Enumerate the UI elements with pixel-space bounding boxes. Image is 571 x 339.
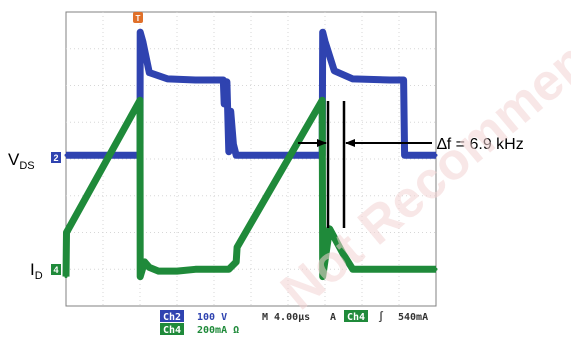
trigger-source-tag	[344, 310, 368, 322]
data-point-id	[138, 275, 142, 279]
data-point-vds	[225, 80, 229, 84]
data-point-vds	[332, 69, 336, 73]
trigger-source: Ch4	[347, 312, 365, 323]
data-point-vds	[227, 150, 231, 154]
data-point-vds	[64, 153, 68, 157]
data-point-vds	[147, 71, 151, 75]
ch4-scale: 200mA Ω	[197, 325, 239, 336]
data-point-vds	[83, 153, 86, 157]
ch2-marker	[51, 152, 61, 163]
data-point-vds	[138, 30, 142, 34]
data-point-vds	[166, 77, 170, 81]
trigger-slope-icon: ∫	[378, 311, 384, 323]
ch4-tag-text: Ch4	[163, 325, 181, 336]
data-point-id	[351, 267, 355, 271]
data-point-vds	[194, 78, 197, 82]
data-point-id	[328, 227, 332, 231]
data-point-id	[234, 260, 238, 264]
data-point-id	[64, 275, 68, 279]
delta-f-label: ∆f = 6.9 kHz	[437, 136, 524, 153]
data-point-vds	[222, 102, 226, 106]
data-point-vds	[231, 142, 235, 146]
data-point-vds	[234, 153, 238, 157]
data-point-vds	[351, 77, 355, 81]
delta-f-arrowhead-right	[345, 139, 355, 147]
trigger-marker-label: T	[136, 14, 141, 23]
data-point-vds	[403, 153, 407, 157]
id-label: ID	[30, 260, 43, 282]
traces	[62, 28, 438, 281]
ch2-scale: 100 V	[197, 312, 227, 323]
vds-label: VDS	[8, 150, 35, 172]
ch4-tag	[160, 323, 184, 335]
data-point-id	[157, 269, 160, 273]
data-point-id	[434, 267, 438, 271]
data-point-id	[143, 260, 147, 264]
delta-f-arrowhead-left	[317, 139, 327, 147]
data-point-id	[388, 267, 392, 271]
ch2-tag	[160, 310, 184, 322]
trace-vds	[66, 28, 436, 159]
timebase: M 4.00µs	[262, 312, 310, 323]
ch4-marker-label: 4	[53, 265, 58, 275]
data-point-id	[235, 245, 239, 249]
data-point-vds	[141, 39, 145, 43]
data-point-id	[194, 267, 197, 271]
ch4-marker	[51, 264, 61, 275]
data-point-id	[138, 98, 142, 102]
trigger-marker	[133, 12, 143, 23]
data-point-vds	[388, 78, 392, 82]
data-point-id	[321, 275, 325, 279]
data-point-id	[320, 98, 324, 102]
data-point-id	[227, 267, 231, 271]
data-point-id	[342, 253, 345, 256]
ch2-marker-label: 2	[53, 153, 58, 163]
ch2-tag-text: Ch2	[163, 312, 181, 323]
data-point-vds	[221, 78, 225, 82]
data-point-vds	[434, 153, 438, 157]
data-point-id	[147, 265, 151, 269]
trigger-level: 540mA	[398, 312, 428, 323]
status-bar	[158, 308, 436, 336]
data-point-vds	[321, 30, 325, 34]
data-point-vds	[402, 78, 406, 82]
data-point-vds	[229, 109, 233, 113]
data-point-id	[175, 269, 179, 273]
data-point-id	[65, 231, 68, 234]
data-point-vds	[323, 39, 327, 43]
trigger-mode: A	[330, 312, 336, 323]
